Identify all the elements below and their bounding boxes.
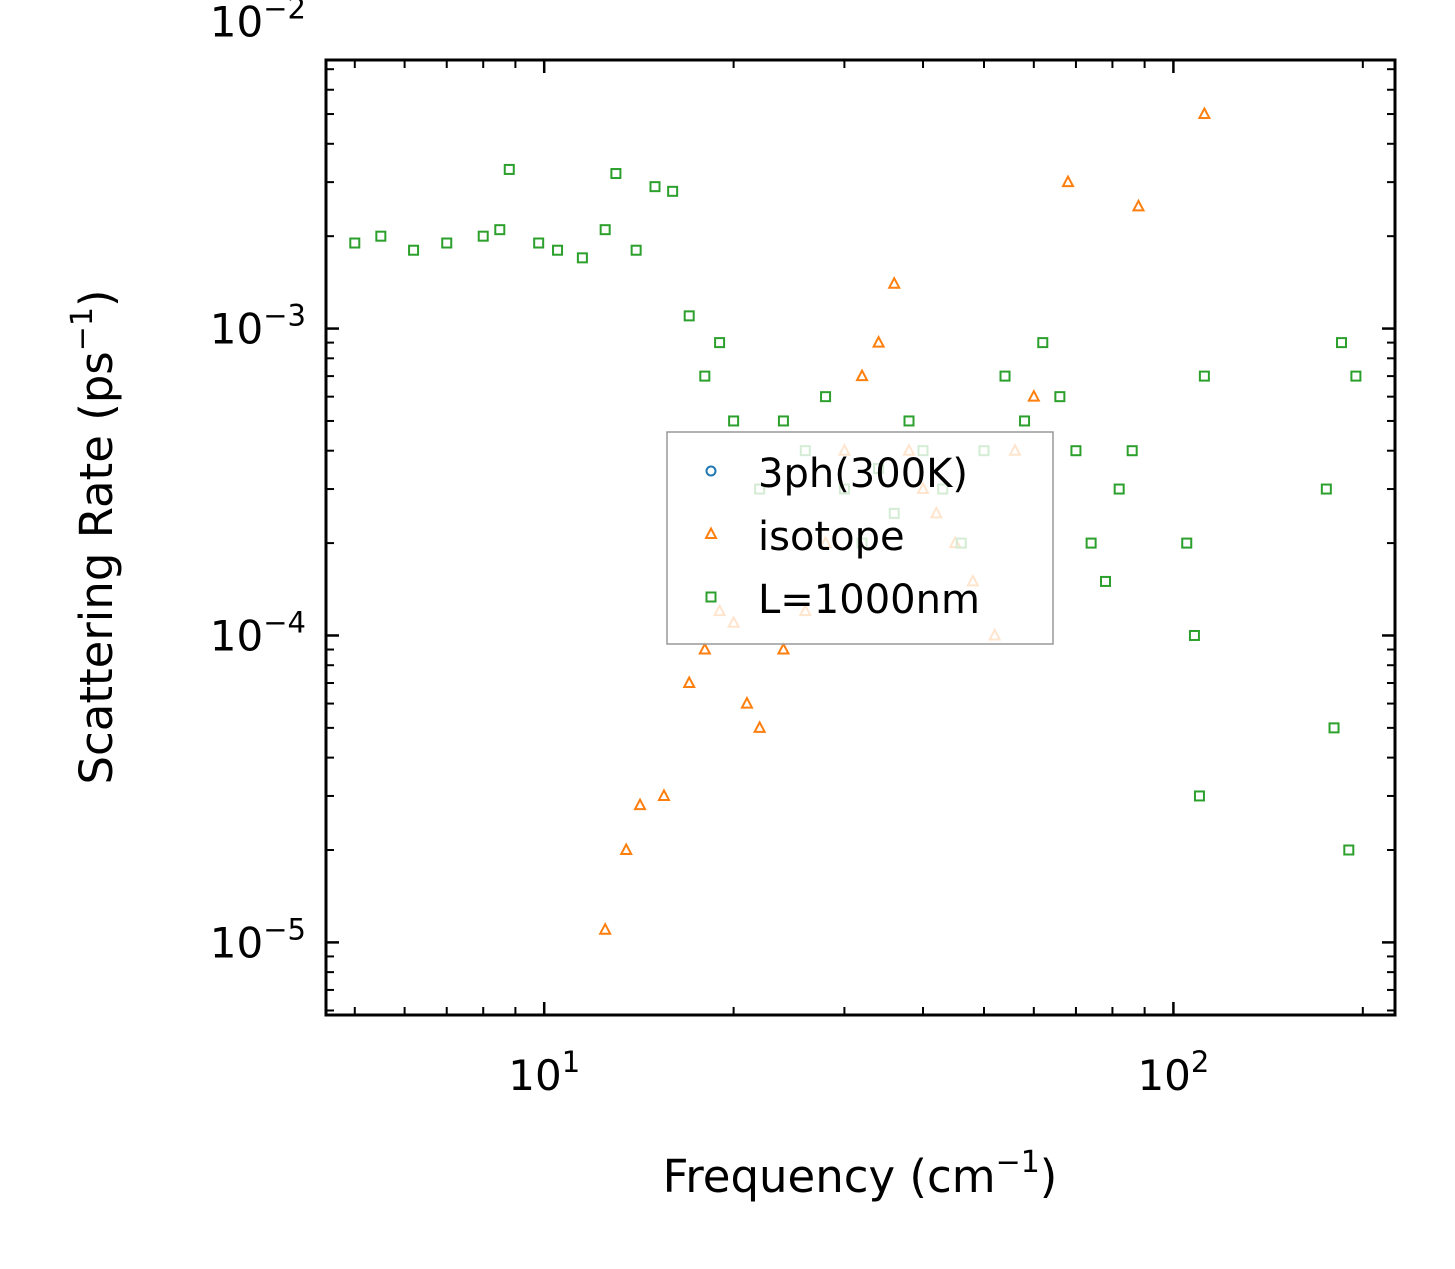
legend-marker bbox=[705, 591, 717, 603]
x-tick-label: 102 bbox=[1137, 1045, 1209, 1100]
data-point bbox=[752, 720, 767, 733]
data-point bbox=[1198, 370, 1210, 382]
data-point bbox=[477, 230, 489, 242]
data-point bbox=[714, 337, 726, 349]
data-point bbox=[699, 370, 711, 382]
data-point bbox=[657, 788, 671, 801]
data-point bbox=[1070, 445, 1082, 457]
y-tick-label: 10−4 bbox=[210, 605, 306, 660]
data-point bbox=[349, 237, 361, 249]
y-axis-label: Scattering Rate (ps−1) bbox=[65, 289, 123, 784]
data-point bbox=[682, 675, 696, 689]
data-point bbox=[1085, 537, 1097, 549]
data-point bbox=[698, 641, 712, 655]
data-point bbox=[1113, 483, 1125, 495]
data-point bbox=[1320, 483, 1332, 495]
data-point bbox=[1126, 445, 1138, 457]
y-tick-label: 10−2 bbox=[210, 0, 306, 47]
data-point bbox=[1131, 198, 1146, 212]
data-point bbox=[776, 641, 791, 655]
data-point bbox=[1350, 370, 1362, 382]
data-point bbox=[408, 244, 420, 256]
data-point bbox=[1197, 106, 1212, 120]
data-point bbox=[1100, 575, 1112, 587]
data-point bbox=[1037, 337, 1049, 349]
data-point bbox=[1188, 629, 1200, 641]
data-point bbox=[740, 695, 754, 709]
y-tick-label: 10−3 bbox=[210, 299, 306, 354]
data-point bbox=[599, 224, 611, 236]
legend: 3ph(300K) isotope L=1000nm bbox=[666, 431, 1054, 645]
data-point bbox=[887, 276, 901, 289]
data-point bbox=[820, 391, 832, 403]
data-point bbox=[649, 181, 661, 193]
x-tick-label: 101 bbox=[508, 1045, 580, 1100]
legend-entry: L=1000nm bbox=[705, 577, 980, 623]
x-axis-label: Frequency (cm−1) bbox=[663, 1145, 1058, 1203]
data-point bbox=[1027, 389, 1041, 402]
legend-label: L=1000nm bbox=[758, 577, 980, 623]
data-point bbox=[871, 334, 886, 348]
data-point bbox=[533, 237, 545, 249]
legend-entry: 3ph(300K) bbox=[705, 451, 968, 497]
data-point bbox=[667, 185, 679, 197]
data-point bbox=[503, 163, 515, 175]
plot-frame bbox=[324, 58, 1397, 1017]
legend-marker bbox=[704, 526, 718, 539]
data-point bbox=[1328, 722, 1340, 734]
data-point bbox=[441, 237, 453, 249]
data-point bbox=[598, 922, 612, 935]
data-point bbox=[494, 224, 506, 236]
data-point bbox=[552, 244, 564, 256]
data-point bbox=[610, 168, 622, 180]
data-point bbox=[576, 252, 588, 264]
data-point bbox=[777, 415, 789, 427]
legend-label: 3ph(300K) bbox=[758, 451, 968, 497]
legend-label: isotope bbox=[758, 514, 905, 560]
legend-marker bbox=[705, 465, 717, 477]
data-point bbox=[1019, 415, 1031, 427]
tick-labels: 10110210010−110−210−310−410−5 bbox=[210, 0, 1210, 1100]
data-point bbox=[375, 230, 387, 242]
data-point bbox=[619, 842, 633, 856]
legend-box bbox=[666, 431, 1054, 645]
legend-entry: isotope bbox=[704, 514, 905, 560]
data-point bbox=[1054, 391, 1066, 403]
data-point bbox=[728, 415, 740, 427]
data-point bbox=[903, 415, 915, 427]
y-tick-label: 10−5 bbox=[210, 912, 306, 967]
data-point bbox=[999, 370, 1011, 382]
data-point bbox=[1193, 790, 1205, 802]
data-point bbox=[1061, 174, 1075, 188]
data-point bbox=[630, 244, 642, 256]
data-point bbox=[1343, 844, 1355, 856]
data-point bbox=[855, 368, 869, 382]
data-point bbox=[683, 310, 695, 322]
data-point bbox=[1336, 337, 1348, 349]
data-point bbox=[633, 797, 647, 811]
data-point bbox=[1181, 537, 1193, 549]
